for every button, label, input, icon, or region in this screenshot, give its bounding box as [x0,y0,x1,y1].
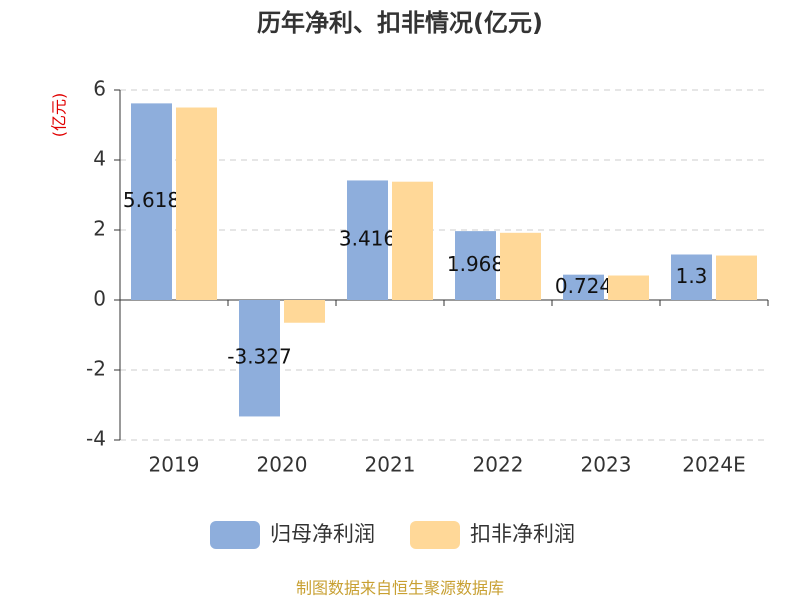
x-tick-label: 2020 [257,453,308,477]
bar [392,181,433,300]
y-tick-label: 6 [93,77,106,101]
bar [131,103,172,301]
x-tick-label: 2022 [473,453,524,477]
bar [284,300,325,323]
legend-swatch[interactable] [410,521,460,549]
y-tick-label: 2 [93,217,106,241]
chart-title: 历年净利、扣非情况(亿元) [257,9,543,37]
x-tick-label: 2024E [682,453,746,477]
x-tick-label: 2023 [581,453,632,477]
bar [239,300,280,417]
y-tick-label: 0 [93,287,106,311]
x-tick-label: 2021 [365,453,416,477]
y-tick-label: 4 [93,147,106,171]
data-label: 1.3 [676,264,708,288]
bar [671,254,712,300]
data-label: 0.724 [555,274,612,298]
legend-swatch[interactable] [210,521,260,549]
data-label: -3.327 [227,345,291,369]
footer: 制图数据来自恒生聚源数据库 [296,579,504,598]
y-tick-label: -4 [86,427,106,451]
bar [176,107,217,300]
bar [608,275,649,300]
y-axis-label: (亿元) [50,93,69,138]
bar [716,255,757,300]
bar [347,180,388,300]
x-tick-label: 2019 [149,453,200,477]
data-label: 5.618 [123,188,180,212]
legend-label[interactable]: 扣非净利润 [470,522,575,546]
y-tick-label: -2 [86,357,106,381]
legend-label[interactable]: 归母净利润 [270,522,375,546]
bar [500,232,541,300]
data-label: 1.968 [447,252,504,276]
bar [563,274,604,300]
data-label: 3.416 [339,227,396,251]
bar [455,231,496,300]
